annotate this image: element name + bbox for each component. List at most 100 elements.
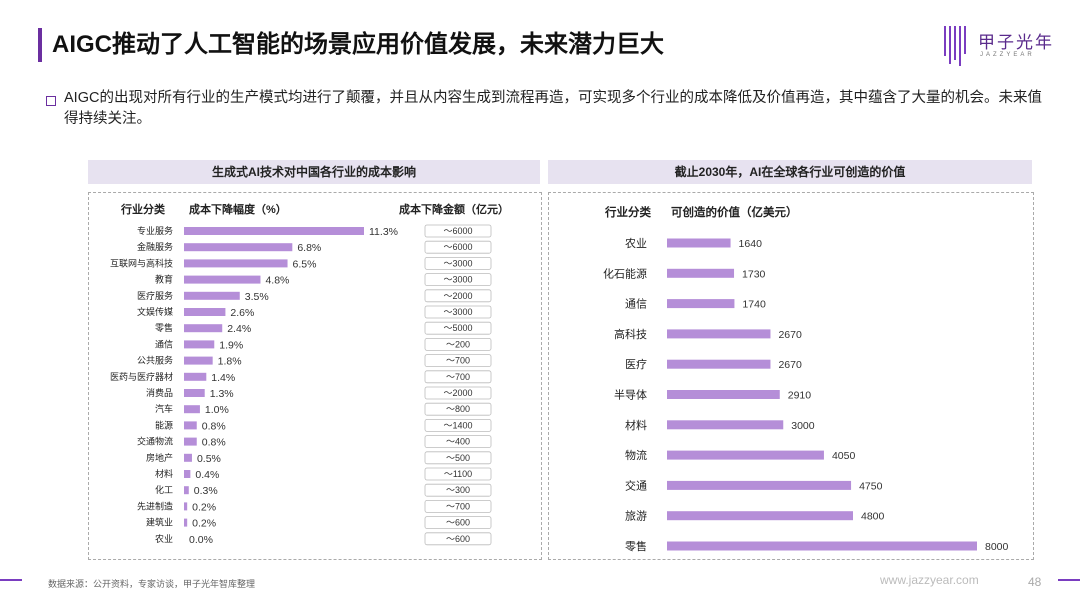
value-label: 1.3%	[210, 388, 234, 400]
amount-label: ～500	[446, 453, 470, 463]
amount-label: ～700	[446, 501, 470, 511]
logo-mark-icon	[944, 26, 970, 66]
website-link[interactable]: www.jazzyear.com	[880, 573, 979, 587]
data-source: 数据来源：公开资料，专家访谈，甲子光年智库整理	[48, 579, 256, 589]
amount-box	[424, 435, 492, 449]
column-header-category: 行业分类	[120, 202, 166, 216]
value-label: 8000	[985, 541, 1009, 553]
amount-box	[424, 386, 492, 400]
bar	[667, 420, 784, 430]
value-label: 4800	[861, 511, 885, 523]
value-creation-chart: 行业分类 可创造的价值（亿美元） 农业 1640 化石能源 1730 通信 1740 高科技 26…	[603, 205, 1009, 553]
category-label: 零售	[625, 539, 647, 553]
bar	[667, 359, 771, 369]
bar	[184, 324, 223, 333]
category-label: 建筑业	[146, 517, 173, 528]
left-chart-panel: 行业分类 成本下降幅度（%） 成本下降金额（亿元） 专业服务 11.3% ～6000 金融服…	[88, 192, 542, 560]
amount-label: ～1400	[443, 420, 472, 430]
value-label: 1.0%	[205, 404, 229, 416]
value-label: 0.5%	[197, 453, 221, 465]
amount-label: ～700	[446, 356, 470, 366]
amount-label: ～2000	[443, 291, 472, 301]
right-chart-panel: 行业分类 可创造的价值（亿美元） 农业 1640 化石能源 1730 通信 1740 高科技 26…	[548, 192, 1034, 560]
column-header-amount: 成本下降金额（亿元）	[399, 202, 509, 216]
bar	[667, 329, 771, 339]
value-label: 3000	[791, 420, 815, 432]
category-label: 金融服务	[137, 241, 173, 252]
value-label: 0.3%	[194, 485, 218, 497]
logo-name: 甲子光年	[978, 33, 1054, 52]
bar	[184, 275, 261, 284]
value-label: 0.2%	[192, 518, 216, 530]
intro-text: AIGC的出现对所有行业的生产模式均进行了颠覆，并且从内容生成到流程再造，可实现…	[64, 90, 1042, 127]
value-label: 0.2%	[192, 501, 216, 513]
value-label: 2.4%	[227, 323, 251, 335]
bullet-square-icon	[46, 96, 56, 106]
category-label: 互联网与高科技	[110, 257, 173, 268]
amount-label: ～600	[446, 518, 470, 528]
value-label: 6.5%	[293, 258, 317, 270]
footer-accent-right	[1058, 579, 1080, 581]
amount-box	[424, 370, 492, 384]
amount-box	[424, 224, 492, 238]
amount-box	[424, 418, 492, 432]
amount-box	[424, 321, 492, 335]
amount-label: ～6000	[443, 226, 472, 236]
value-label: 1740	[742, 299, 766, 311]
category-label: 材料	[155, 468, 173, 479]
category-label: 零售	[155, 322, 173, 333]
category-label: 教育	[155, 274, 173, 285]
logo-subtitle: JAZZYEAR	[980, 52, 1035, 58]
bar	[184, 227, 364, 235]
amount-box	[424, 337, 492, 351]
amount-box	[424, 467, 492, 481]
category-label: 半导体	[614, 388, 647, 402]
bar	[667, 450, 824, 460]
category-label: 通信	[155, 338, 173, 349]
column-header-category: 行业分类	[604, 205, 651, 219]
amount-label: ～600	[446, 534, 470, 544]
category-label: 物流	[625, 448, 647, 462]
right-chart-title: 截止2030年，AI在全球各行业可创造的价值	[548, 160, 1032, 184]
bar	[184, 502, 188, 511]
category-label: 农业	[155, 533, 173, 544]
bar	[184, 421, 197, 430]
value-label: 1640	[739, 238, 763, 250]
category-label: 专业服务	[137, 225, 173, 236]
amount-label: ～3000	[443, 307, 472, 317]
amount-box	[424, 305, 492, 319]
amount-label: ～3000	[443, 258, 472, 268]
bar	[667, 238, 731, 248]
amount-box	[424, 499, 492, 513]
category-label: 医药与医疗器材	[110, 371, 173, 382]
category-label: 农业	[625, 236, 647, 250]
page-number: 48	[1028, 575, 1042, 589]
bar	[184, 340, 215, 349]
value-label: 0.0%	[189, 534, 213, 546]
amount-box	[424, 516, 492, 530]
amount-box	[424, 532, 492, 546]
footer-accent-left	[0, 579, 22, 581]
value-label: 2910	[788, 390, 812, 402]
category-label: 材料	[625, 418, 647, 432]
category-label: 化石能源	[603, 266, 647, 280]
amount-box	[424, 240, 492, 254]
category-label: 房地产	[146, 452, 173, 463]
value-label: 1.9%	[219, 339, 243, 351]
amount-box	[424, 289, 492, 303]
amount-box	[424, 273, 492, 286]
category-label: 医疗服务	[137, 290, 173, 301]
category-label: 交通物流	[137, 436, 173, 447]
value-label: 1.4%	[211, 372, 235, 384]
value-label: 4050	[832, 450, 856, 462]
value-label: 2.6%	[230, 307, 254, 319]
bar	[184, 243, 293, 252]
amount-label: ～300	[446, 485, 470, 495]
bar	[184, 486, 189, 495]
bar	[184, 389, 205, 397]
bar	[184, 259, 288, 268]
amount-box	[424, 354, 492, 368]
category-label: 化工	[155, 484, 173, 495]
value-label: 3.5%	[245, 291, 269, 303]
bar	[184, 308, 226, 316]
